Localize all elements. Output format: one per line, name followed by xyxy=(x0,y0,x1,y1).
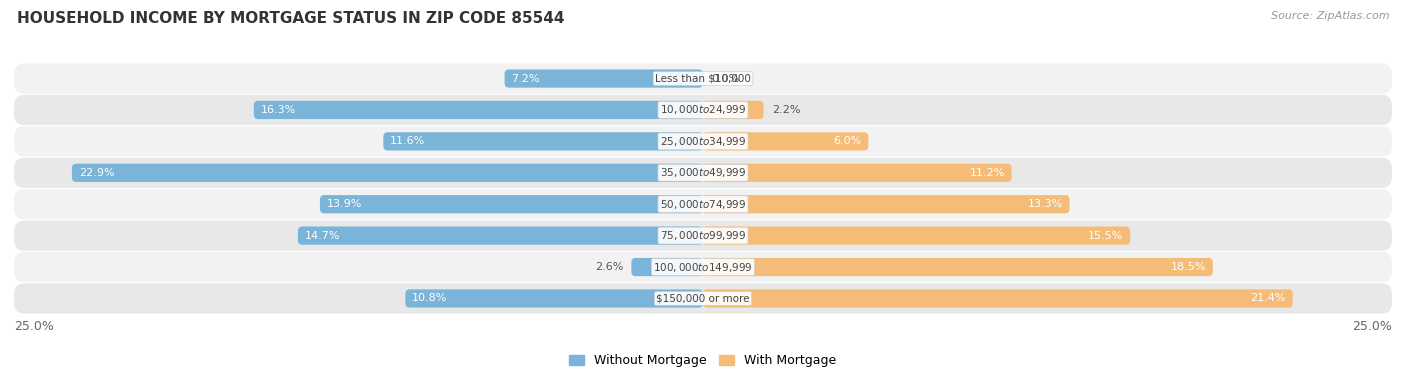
Text: 13.3%: 13.3% xyxy=(1028,199,1063,209)
FancyBboxPatch shape xyxy=(254,101,703,119)
FancyBboxPatch shape xyxy=(14,95,1392,125)
FancyBboxPatch shape xyxy=(14,189,1392,219)
Text: $35,000 to $49,999: $35,000 to $49,999 xyxy=(659,166,747,179)
Text: 2.2%: 2.2% xyxy=(772,105,800,115)
Text: Less than $10,000: Less than $10,000 xyxy=(655,74,751,84)
Text: 15.5%: 15.5% xyxy=(1088,231,1123,241)
Text: 11.2%: 11.2% xyxy=(969,168,1005,178)
Text: $75,000 to $99,999: $75,000 to $99,999 xyxy=(659,229,747,242)
Text: 7.2%: 7.2% xyxy=(512,74,540,84)
Text: 18.5%: 18.5% xyxy=(1171,262,1206,272)
FancyBboxPatch shape xyxy=(14,284,1392,314)
FancyBboxPatch shape xyxy=(703,290,1292,308)
Text: $25,000 to $34,999: $25,000 to $34,999 xyxy=(659,135,747,148)
FancyBboxPatch shape xyxy=(14,63,1392,93)
Text: 6.0%: 6.0% xyxy=(834,136,862,146)
FancyBboxPatch shape xyxy=(384,132,703,150)
Text: 2.6%: 2.6% xyxy=(595,262,623,272)
FancyBboxPatch shape xyxy=(14,158,1392,188)
FancyBboxPatch shape xyxy=(505,69,703,88)
FancyBboxPatch shape xyxy=(14,221,1392,251)
FancyBboxPatch shape xyxy=(14,252,1392,282)
FancyBboxPatch shape xyxy=(703,101,763,119)
FancyBboxPatch shape xyxy=(72,164,703,182)
FancyBboxPatch shape xyxy=(14,126,1392,156)
FancyBboxPatch shape xyxy=(298,227,703,245)
Text: 13.9%: 13.9% xyxy=(326,199,363,209)
Text: $100,000 to $149,999: $100,000 to $149,999 xyxy=(654,261,752,274)
FancyBboxPatch shape xyxy=(703,258,1213,276)
Text: 11.6%: 11.6% xyxy=(391,136,426,146)
FancyBboxPatch shape xyxy=(405,290,703,308)
Legend: Without Mortgage, With Mortgage: Without Mortgage, With Mortgage xyxy=(564,349,842,372)
Text: $50,000 to $74,999: $50,000 to $74,999 xyxy=(659,198,747,211)
Text: 21.4%: 21.4% xyxy=(1250,293,1286,303)
Text: 25.0%: 25.0% xyxy=(14,320,53,333)
FancyBboxPatch shape xyxy=(703,132,869,150)
FancyBboxPatch shape xyxy=(631,258,703,276)
Text: 0.0%: 0.0% xyxy=(711,74,740,84)
Text: $150,000 or more: $150,000 or more xyxy=(657,293,749,303)
Text: 16.3%: 16.3% xyxy=(260,105,295,115)
Text: HOUSEHOLD INCOME BY MORTGAGE STATUS IN ZIP CODE 85544: HOUSEHOLD INCOME BY MORTGAGE STATUS IN Z… xyxy=(17,11,564,26)
Text: 14.7%: 14.7% xyxy=(305,231,340,241)
FancyBboxPatch shape xyxy=(703,195,1070,213)
Text: $10,000 to $24,999: $10,000 to $24,999 xyxy=(659,103,747,116)
Text: 22.9%: 22.9% xyxy=(79,168,114,178)
Text: 10.8%: 10.8% xyxy=(412,293,447,303)
FancyBboxPatch shape xyxy=(321,195,703,213)
Text: Source: ZipAtlas.com: Source: ZipAtlas.com xyxy=(1271,11,1389,21)
FancyBboxPatch shape xyxy=(703,227,1130,245)
Text: 25.0%: 25.0% xyxy=(1353,320,1392,333)
FancyBboxPatch shape xyxy=(703,164,1012,182)
